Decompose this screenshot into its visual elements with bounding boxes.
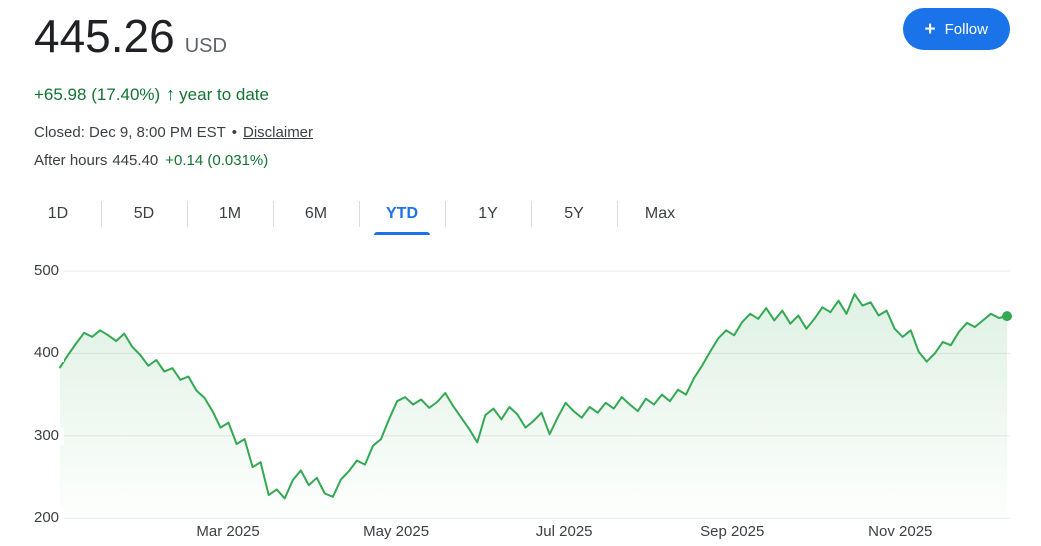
tab-ytd[interactable]: YTD xyxy=(359,196,445,235)
after-hours-label: After hours xyxy=(34,152,108,169)
tab-label: 1D xyxy=(47,205,69,222)
current-price-dot xyxy=(1002,311,1012,322)
change-period: year to date xyxy=(179,85,269,104)
market-status-text: Closed: Dec 9, 8:00 PM EST xyxy=(34,124,226,141)
chart-area: 500 400 300 200 Mar 2025 May 2025 Jul 20… xyxy=(0,255,1041,546)
x-tick-label: Sep 2025 xyxy=(700,523,765,540)
x-tick-label: Mar 2025 xyxy=(196,523,260,540)
after-hours-price: 445.40 xyxy=(112,152,159,169)
tab-5d[interactable]: 5D xyxy=(101,196,187,232)
after-hours-change: +0.14 (0.031%) xyxy=(165,152,269,169)
x-tick-label: Nov 2025 xyxy=(868,523,933,540)
price-change-line: +65.98 (17.40%) ↑ year to date xyxy=(34,84,269,105)
tab-label: 5Y xyxy=(564,205,584,222)
after-hours-row: After hours 445.40 +0.14 (0.031%) xyxy=(34,152,268,169)
x-tick-label: May 2025 xyxy=(363,523,430,540)
time-range-tabs: 1D 5D 1M 6M YTD 1Y 5Y Max xyxy=(15,196,703,235)
tab-1y[interactable]: 1Y xyxy=(445,196,531,232)
tab-label: 6M xyxy=(304,205,328,222)
tab-label: 1M xyxy=(218,205,242,222)
y-tick-label: 400 xyxy=(34,344,65,363)
tab-1m[interactable]: 1M xyxy=(187,196,273,232)
stock-price: 445.26 xyxy=(34,10,175,62)
tab-label: YTD xyxy=(386,205,418,222)
price-row: 445.26 USD xyxy=(34,8,227,64)
y-tick-label: 300 xyxy=(34,426,65,445)
tab-5y[interactable]: 5Y xyxy=(531,196,617,232)
tab-label: 5D xyxy=(133,205,155,222)
price-chart[interactable] xyxy=(0,255,1041,546)
tab-max[interactable]: Max xyxy=(617,196,703,232)
disclaimer-link[interactable]: Disclaimer xyxy=(243,124,314,141)
arrow-up-icon: ↑ xyxy=(166,84,176,104)
y-tick-label: 200 xyxy=(34,509,65,528)
tab-label: Max xyxy=(644,205,676,222)
y-tick-label: 500 xyxy=(34,262,65,280)
tab-6m[interactable]: 6M xyxy=(273,196,359,232)
bullet-separator: • xyxy=(231,124,238,141)
x-tick-label: Jul 2025 xyxy=(535,523,593,540)
follow-label: Follow xyxy=(944,20,988,38)
currency-label: USD xyxy=(184,35,227,57)
market-status-row: Closed: Dec 9, 8:00 PM EST • Disclaimer xyxy=(34,124,313,141)
plus-icon: + xyxy=(924,18,936,40)
tab-1d[interactable]: 1D xyxy=(15,196,101,232)
follow-button[interactable]: + Follow xyxy=(902,8,1010,50)
change-value: +65.98 (17.40%) xyxy=(34,85,161,104)
tab-label: 1Y xyxy=(478,205,498,222)
